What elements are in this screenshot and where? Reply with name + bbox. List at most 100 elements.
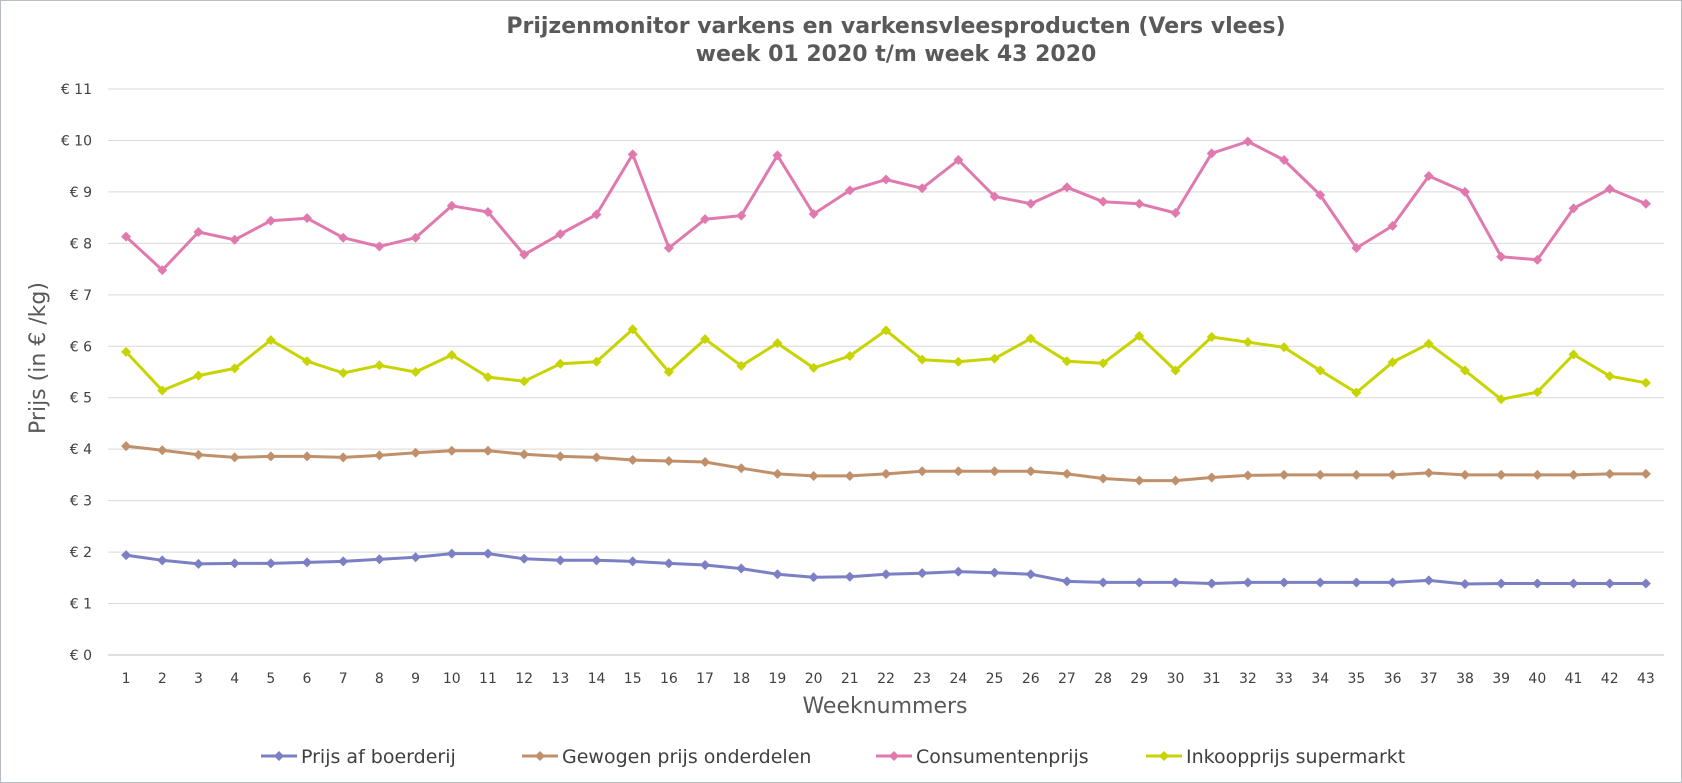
series-group <box>121 136 1651 589</box>
data-point <box>591 356 602 367</box>
legend-item: Prijs af boerderij <box>261 746 456 768</box>
data-point <box>1315 469 1326 480</box>
x-tick-label: 18 <box>732 671 750 687</box>
data-point <box>374 450 385 461</box>
data-point <box>1206 578 1217 589</box>
x-tick-label: 22 <box>877 671 895 687</box>
data-point <box>808 470 819 481</box>
data-point <box>772 468 783 479</box>
data-point <box>1279 342 1290 353</box>
data-point <box>1134 577 1145 588</box>
x-tick-label: 13 <box>551 671 569 687</box>
x-tick-label: 6 <box>303 671 312 687</box>
data-point <box>1279 577 1290 588</box>
x-tick-label: 3 <box>194 671 203 687</box>
x-tick-label: 2 <box>158 671 167 687</box>
data-point <box>1315 577 1326 588</box>
legend-item: Gewogen prijs onderdelen <box>522 746 811 768</box>
data-point <box>374 360 385 371</box>
data-point <box>1604 578 1615 589</box>
data-point <box>1134 475 1145 486</box>
data-point <box>1532 469 1543 480</box>
data-point <box>410 447 421 458</box>
data-point <box>1315 189 1326 200</box>
data-point <box>627 324 638 335</box>
data-point <box>1387 357 1398 368</box>
legend-item: Inkoopprijs supermarkt <box>1146 746 1405 768</box>
data-point <box>302 451 313 462</box>
data-point <box>1351 387 1362 398</box>
data-point <box>338 368 349 379</box>
x-tick-label: 30 <box>1167 671 1185 687</box>
data-point <box>1568 349 1579 360</box>
data-point <box>627 454 638 465</box>
data-point <box>953 155 964 166</box>
legend-label: Gewogen prijs onderdelen <box>562 746 811 768</box>
data-point <box>1025 333 1036 344</box>
data-point <box>627 556 638 567</box>
data-point <box>1640 578 1651 589</box>
data-point <box>808 362 819 373</box>
data-point <box>663 456 674 467</box>
data-point <box>410 367 421 377</box>
data-point <box>555 229 566 240</box>
y-tick-label: € 7 <box>70 288 92 304</box>
legend-label: Prijs af boerderij <box>301 746 456 768</box>
data-point <box>591 555 602 566</box>
data-point <box>953 356 964 367</box>
data-point <box>1604 183 1615 194</box>
x-tick-label: 12 <box>515 671 533 687</box>
y-tick-label: € 11 <box>61 82 92 98</box>
data-point <box>1423 575 1434 586</box>
data-point <box>157 445 168 456</box>
data-point <box>772 569 783 580</box>
legend-item: Consumentenprijs <box>876 746 1089 768</box>
data-point <box>700 334 711 345</box>
x-tick-label: 16 <box>660 671 678 687</box>
data-point <box>1098 358 1109 369</box>
data-point <box>555 555 566 566</box>
data-point <box>1459 578 1470 589</box>
data-point <box>1170 475 1181 486</box>
x-tick-label: 5 <box>266 671 275 687</box>
x-tick-label: 21 <box>841 671 859 687</box>
data-point <box>844 470 855 481</box>
data-point <box>591 452 602 463</box>
data-point <box>736 563 747 574</box>
data-point <box>519 449 530 460</box>
x-tick-label: 42 <box>1601 671 1619 687</box>
x-tick-label: 37 <box>1420 671 1438 687</box>
x-tick-label: 43 <box>1637 671 1655 687</box>
data-point <box>193 558 204 569</box>
legend-marker <box>535 751 545 761</box>
y-tick-labels: € 0 € 1 € 2 € 3 € 4 € 5 € 6 € 7 € 8 € 9 € 10 € 11 <box>61 82 92 664</box>
data-point <box>1061 182 1072 193</box>
y-axis-label: Prijs (in € /kg) <box>26 282 51 434</box>
x-tick-label: 10 <box>443 671 461 687</box>
x-tick-label: 36 <box>1384 671 1402 687</box>
x-tick-label: 24 <box>949 671 967 687</box>
y-tick-label: € 4 <box>70 442 92 458</box>
x-tick-label: 35 <box>1348 671 1366 687</box>
legend-marker <box>274 751 284 761</box>
data-point <box>229 452 240 463</box>
y-tick-label: € 9 <box>70 185 92 201</box>
x-tick-label: 41 <box>1565 671 1583 687</box>
data-point <box>736 463 747 474</box>
data-point <box>1423 338 1434 349</box>
data-point <box>1640 198 1651 209</box>
y-tick-label: € 6 <box>70 339 92 355</box>
data-point <box>1134 198 1145 209</box>
data-point <box>700 559 711 570</box>
series-line <box>125 140 1647 272</box>
data-point <box>1496 578 1507 589</box>
data-point <box>1206 332 1217 343</box>
x-tick-label: 40 <box>1528 671 1546 687</box>
x-tick-label: 28 <box>1094 671 1112 687</box>
x-tick-label: 9 <box>411 671 420 687</box>
data-point <box>591 209 602 220</box>
legend-marker <box>1159 751 1169 761</box>
data-point <box>663 242 674 253</box>
